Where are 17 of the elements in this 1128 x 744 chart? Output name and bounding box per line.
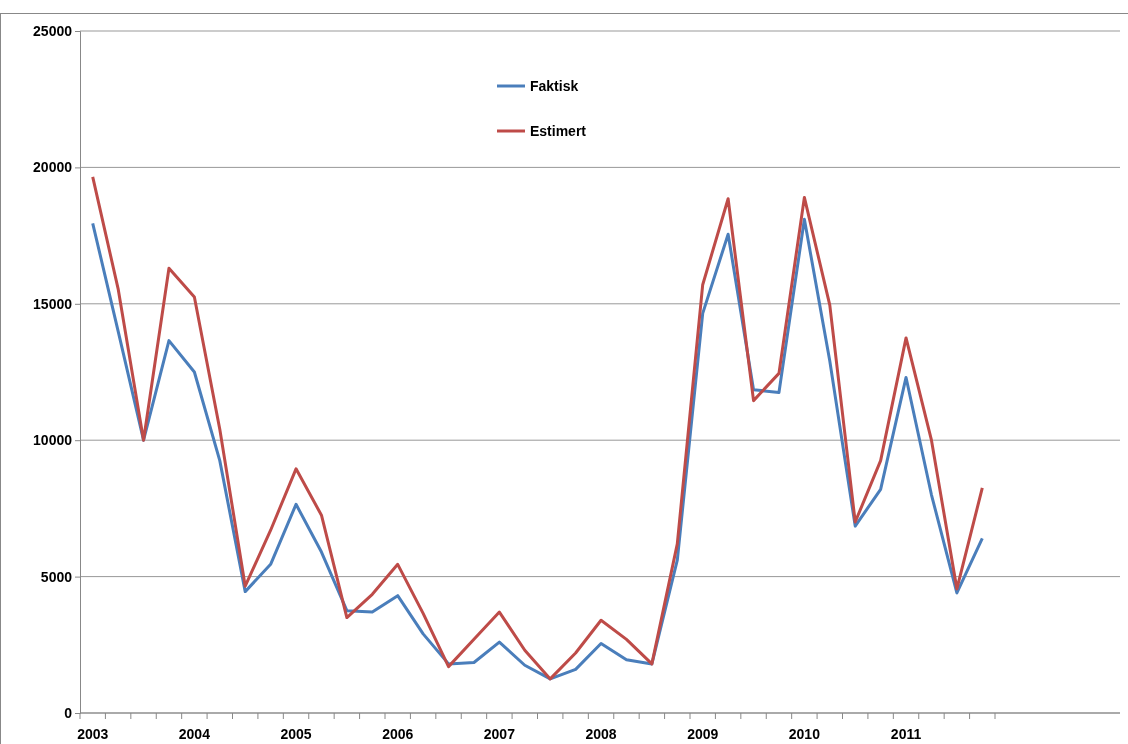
y-tick-label: 10000: [33, 432, 73, 449]
x-tick-label: 2009: [687, 726, 719, 742]
legend-label: Faktisk: [530, 78, 579, 94]
x-tick-label: 2008: [585, 726, 617, 742]
x-tick-label: 2003: [77, 726, 109, 742]
y-tick-label: 25000: [33, 22, 73, 39]
x-tick-label: 2010: [788, 726, 821, 742]
x-tick-label: 2011: [890, 726, 922, 742]
y-tick-label: 5000: [40, 568, 73, 585]
x-tick-label: 2005: [280, 726, 312, 742]
y-tick-label: 20000: [33, 159, 73, 176]
x-tick-label: 2004: [178, 726, 211, 742]
x-tick-label: 2007: [483, 726, 516, 742]
x-tick-label: 2006: [382, 726, 414, 742]
legend-label: Estimert: [530, 123, 587, 139]
y-tick-label: 15000: [33, 295, 73, 312]
y-tick-label: 0: [64, 704, 73, 721]
